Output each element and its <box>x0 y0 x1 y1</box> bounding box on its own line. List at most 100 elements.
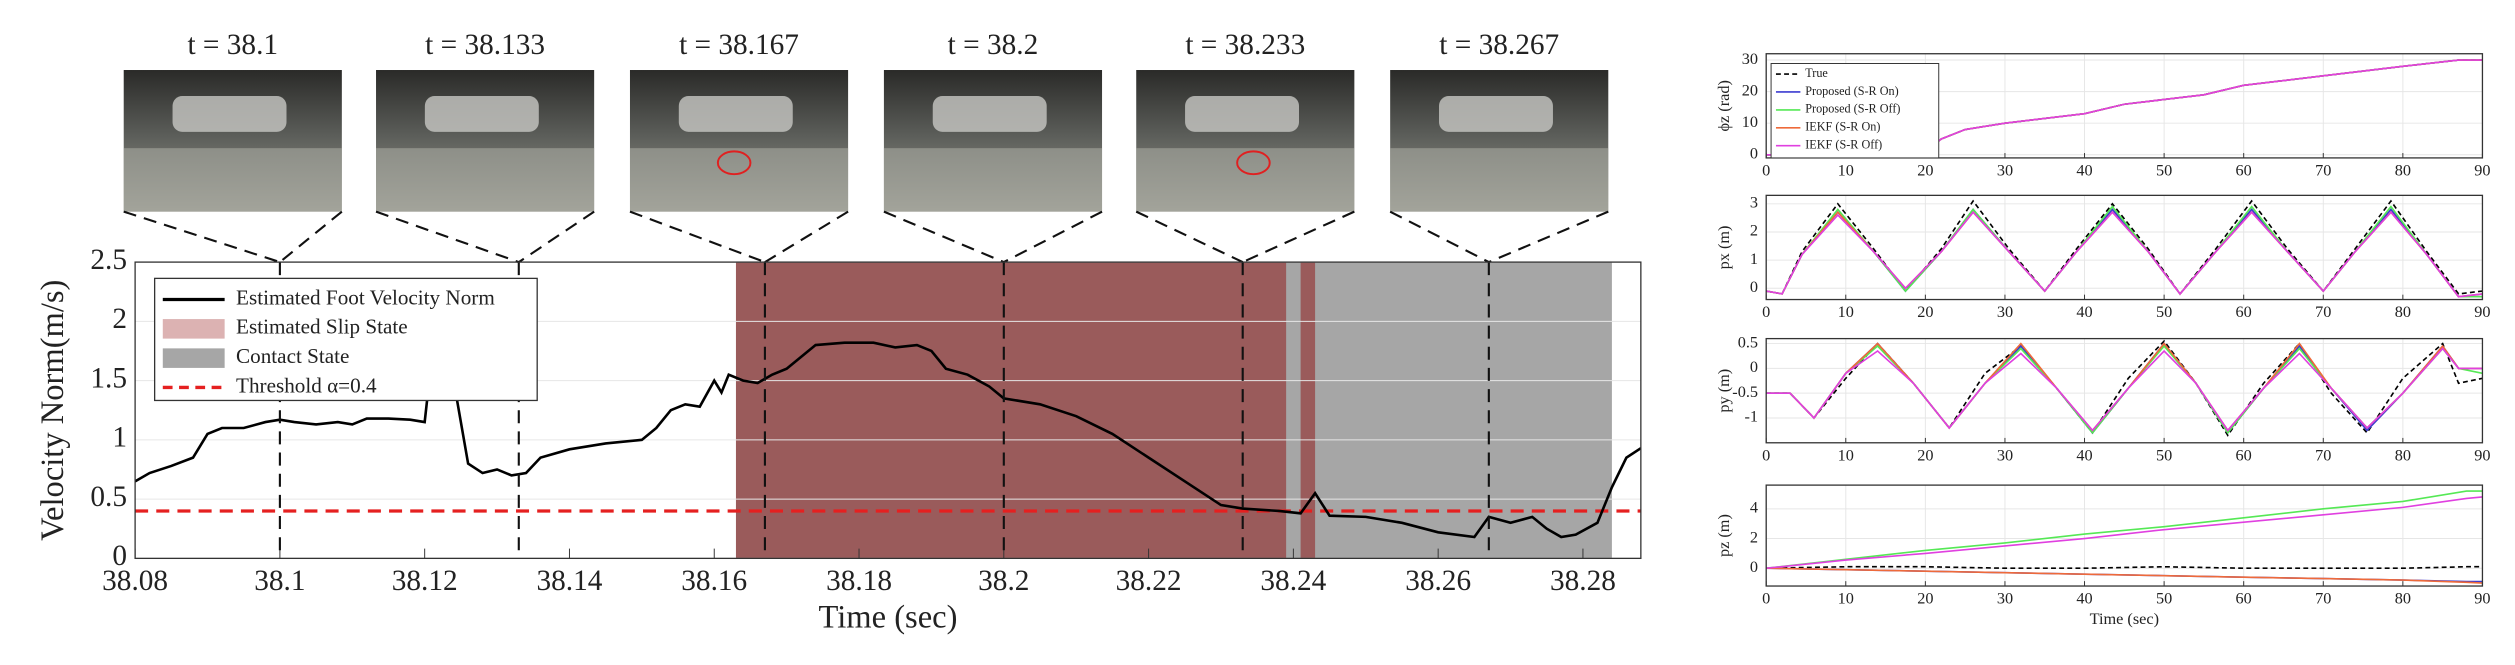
frame-floor <box>629 148 849 212</box>
frame-floor <box>123 148 342 212</box>
x-tick-label: 10 <box>1838 161 1854 179</box>
x-tick-label: 30 <box>1997 303 2013 321</box>
robot-body <box>172 96 287 132</box>
x-tick-label: 20 <box>1917 590 1933 608</box>
frame-time: t = 38.167 <box>679 29 799 61</box>
axes-box <box>134 261 1642 560</box>
legend-label: True <box>1805 66 1828 80</box>
y-tick-label: 2 <box>112 303 127 335</box>
y-tick-label: 0 <box>1750 358 1758 376</box>
series-line <box>1766 347 2483 432</box>
slip-highlight <box>1236 150 1271 176</box>
frame-connector <box>518 210 595 263</box>
x-tick-label: 10 <box>1838 446 1854 464</box>
x-tick-label: 20 <box>1917 303 1933 321</box>
state-region <box>1300 262 1316 559</box>
x-tick-label: 30 <box>1997 446 2013 464</box>
y-axis-label: ϕz (rad) <box>1715 80 1733 131</box>
y-tick-label: 0 <box>1750 278 1758 296</box>
x-tick-label: 38.1 <box>254 565 305 597</box>
x-tick-label: 38.08 <box>102 565 168 597</box>
robot-body <box>1439 96 1553 132</box>
frame-time: t = 38.233 <box>1185 29 1305 61</box>
legend-label: Estimated Slip State <box>236 315 408 339</box>
x-tick-label: 10 <box>1838 590 1854 608</box>
legend-label: Proposed (S-R Off) <box>1805 102 1900 116</box>
x-tick-label: 70 <box>2315 161 2331 179</box>
frame-connector <box>123 210 281 264</box>
x-tick-label: 20 <box>1917 446 1933 464</box>
frame-floor <box>883 148 1103 212</box>
x-tick-label: 40 <box>2076 590 2092 608</box>
x-tick-label: 60 <box>2236 590 2252 608</box>
x-tick-label: 50 <box>2156 590 2172 608</box>
x-tick-label: 38.12 <box>392 565 458 597</box>
y-tick-label: 20 <box>1742 81 1758 99</box>
series-line <box>1766 567 2483 584</box>
x-tick-label: 30 <box>1997 161 2013 179</box>
frame-connector <box>629 210 766 264</box>
y-axis-label: Velocity Norm(m/s) <box>35 280 71 541</box>
x-tick-label: 90 <box>2474 446 2490 464</box>
y-tick-label: 0.5 <box>90 481 127 513</box>
series-line <box>1766 199 2483 296</box>
y-tick-label: 1 <box>1750 250 1758 268</box>
x-tick-label: 38.16 <box>681 565 747 597</box>
frame-floor <box>1390 148 1609 212</box>
robot-body <box>424 96 539 132</box>
x-tick-label: 80 <box>2395 446 2411 464</box>
x-tick-label: 0 <box>1762 590 1770 608</box>
x-tick-label: 0 <box>1762 161 1770 179</box>
frame-time: t = 38.1 <box>187 29 278 61</box>
y-tick-label: -0.5 <box>1732 383 1758 401</box>
legend-swatch <box>162 319 225 339</box>
y-tick-label: 0.5 <box>1738 333 1758 351</box>
x-tick-label: 0 <box>1762 446 1770 464</box>
x-tick-label: 30 <box>1997 590 2013 608</box>
state-region <box>735 262 1612 559</box>
series-line <box>1766 496 2483 570</box>
y-tick-label: 1.5 <box>90 362 127 394</box>
frame-floor <box>1136 148 1355 212</box>
y-axis-label: pz (m) <box>1715 514 1733 557</box>
series-line <box>1766 211 2483 298</box>
y-tick-label: 30 <box>1742 50 1758 68</box>
frame-time: t = 38.267 <box>1439 29 1559 61</box>
x-tick-label: 38.2 <box>978 565 1029 597</box>
frame-time: t = 38.133 <box>425 29 545 61</box>
y-tick-label: 2 <box>1750 222 1758 240</box>
x-tick-label: 80 <box>2395 303 2411 321</box>
x-tick-label: 10 <box>1838 303 1854 321</box>
x-tick-label: 20 <box>1917 161 1933 179</box>
plot-area <box>1766 195 2483 300</box>
plot-area <box>1766 485 2483 587</box>
x-tick-label: 40 <box>2076 161 2092 179</box>
frame-connector <box>1488 210 1609 264</box>
x-tick-label: 38.24 <box>1260 565 1326 597</box>
slip-highlight <box>716 150 752 176</box>
frame-floor <box>376 148 595 212</box>
robot-body <box>678 96 793 132</box>
frame-connector <box>1003 210 1103 264</box>
legend-label: Estimated Foot Velocity Norm <box>236 285 495 309</box>
x-tick-label: 40 <box>2076 446 2092 464</box>
legend-label: IEKF (S-R On) <box>1805 120 1880 134</box>
y-tick-label: 0 <box>112 540 127 572</box>
y-tick-label: 1 <box>112 422 127 454</box>
legend-label: Contact State <box>236 344 349 368</box>
frame-connector <box>1135 210 1244 264</box>
x-tick-label: 50 <box>2156 446 2172 464</box>
x-tick-label: 90 <box>2474 590 2490 608</box>
x-tick-label: 40 <box>2076 303 2092 321</box>
axes-box <box>1765 194 2484 301</box>
series-line <box>1766 565 2483 570</box>
robot-body <box>932 96 1047 132</box>
x-tick-label: 38.18 <box>826 565 892 597</box>
axes-box <box>1765 53 2484 159</box>
x-tick-label: 0 <box>1762 303 1770 321</box>
frame-connector <box>279 210 343 263</box>
y-tick-label: 3 <box>1750 194 1758 212</box>
x-tick-label: 80 <box>2395 590 2411 608</box>
frame-time: t = 38.2 <box>948 29 1039 61</box>
